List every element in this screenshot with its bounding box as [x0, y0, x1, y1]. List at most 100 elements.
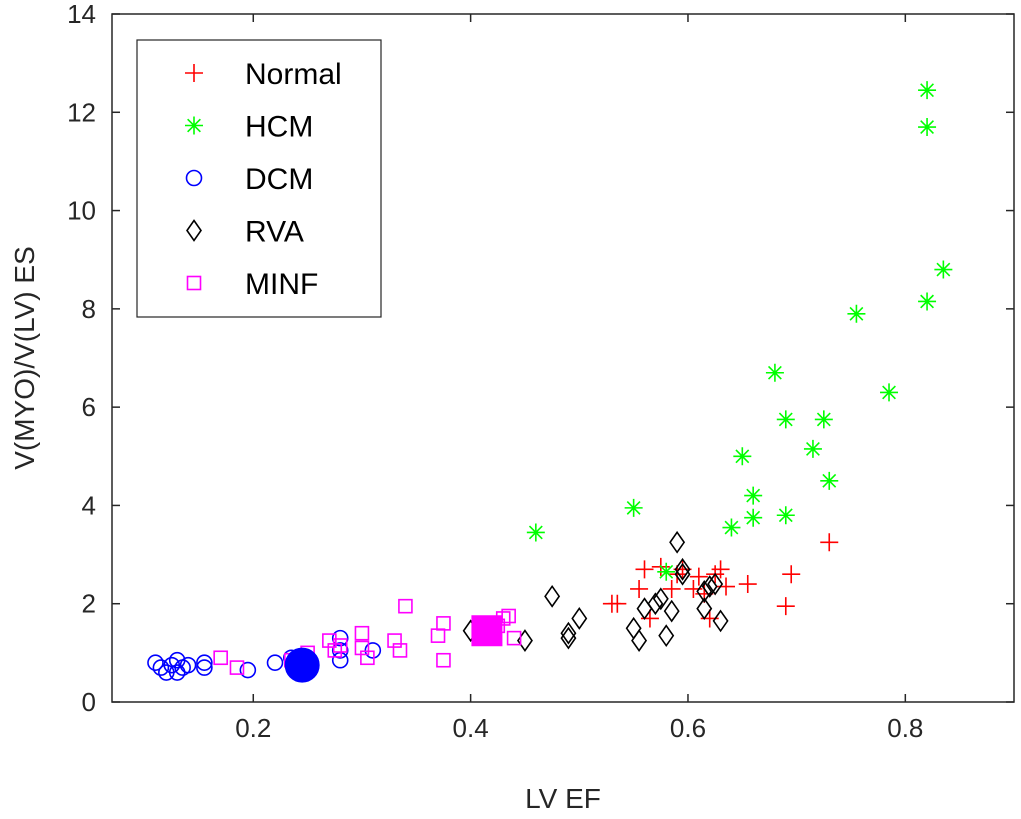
- rva-point: [674, 557, 691, 581]
- rva-point: [631, 629, 648, 652]
- normal-point: [662, 579, 681, 598]
- hcm-point: [526, 523, 545, 542]
- rva-point: [701, 575, 718, 598]
- dcm-point: [147, 654, 164, 671]
- minf-point: [327, 643, 343, 658]
- legend-marker-dcm: [185, 169, 203, 187]
- dcm-point: [331, 651, 349, 669]
- axes-box: [111, 13, 1015, 703]
- normal-point: [782, 565, 801, 584]
- rva-point: [696, 580, 713, 603]
- normal-point: [776, 597, 795, 616]
- minf-point: [322, 633, 337, 648]
- dcm-point: [266, 654, 284, 671]
- minf-point: [354, 640, 370, 656]
- minf-point: [360, 650, 375, 666]
- hcm-point: [847, 304, 866, 323]
- hcm-point: [733, 447, 752, 466]
- hcm-point: [776, 410, 795, 429]
- minf-point: [430, 628, 446, 643]
- legend-marker-normal: [185, 64, 203, 82]
- y-tick-label: 8: [82, 294, 96, 324]
- hcm-point: [624, 498, 643, 517]
- series-hcm: [526, 81, 953, 581]
- dcm-point: [179, 656, 197, 674]
- hcm-point: [722, 518, 741, 537]
- hcm-point: [820, 471, 839, 490]
- rva-point: [669, 530, 686, 554]
- y-tick-label: 4: [82, 490, 96, 520]
- minf-point: [506, 630, 522, 646]
- rva-point: [696, 597, 713, 621]
- minf-point: [354, 625, 370, 641]
- normal-point: [738, 575, 757, 594]
- x-tick-label: 0.8: [887, 713, 923, 743]
- legend-label: RVA: [245, 216, 304, 249]
- rva-point: [674, 562, 691, 586]
- legend-item-hcm: HCM: [185, 111, 313, 144]
- hcm-point: [744, 486, 763, 505]
- rva-point: [544, 584, 561, 608]
- legend-label: HCM: [245, 111, 313, 144]
- hcm-point: [814, 410, 833, 429]
- dcm-point: [331, 629, 349, 647]
- series-rva: [462, 530, 729, 652]
- x-tick-label: 0.6: [670, 713, 706, 743]
- legend-label: MINF: [245, 268, 318, 301]
- hcm-point: [765, 363, 784, 382]
- hcm-point: [918, 292, 937, 311]
- normal-point: [635, 560, 654, 579]
- series-dcm: [147, 629, 382, 681]
- legend-marker-minf: [186, 275, 202, 291]
- y-tick-label: 10: [67, 196, 96, 226]
- legend-label: DCM: [245, 163, 313, 196]
- rva-point: [625, 616, 642, 640]
- legend-item-normal: Normal: [185, 58, 342, 91]
- dcm-centroid: [284, 647, 320, 683]
- minf-point: [392, 643, 408, 658]
- y-tick-label: 12: [67, 97, 96, 127]
- legend-box: [136, 39, 382, 318]
- hcm-point: [934, 260, 953, 279]
- minf-point: [398, 598, 413, 614]
- x-axis-label: LV EF: [525, 783, 601, 814]
- rva-point: [571, 607, 588, 630]
- rva-point: [658, 624, 675, 648]
- rva-point: [560, 621, 577, 645]
- legend-item-minf: MINF: [186, 268, 318, 301]
- y-axis-label: V(MYO)/V(LV) ES: [9, 246, 40, 470]
- y-tick-label: 6: [82, 392, 96, 422]
- rva-point: [712, 609, 729, 633]
- y-tick-label: 0: [82, 687, 96, 717]
- hcm-point: [880, 383, 899, 402]
- y-tick-label: 14: [67, 0, 96, 29]
- normal-point: [711, 560, 730, 579]
- minf-centroid: [471, 615, 503, 647]
- plot-marks: [147, 81, 953, 683]
- minf-point: [436, 652, 451, 668]
- hcm-point: [744, 508, 763, 527]
- normal-point: [820, 533, 839, 552]
- legend-item-rva: RVA: [186, 216, 304, 249]
- normal-point: [608, 594, 627, 613]
- rva-point: [560, 626, 577, 650]
- dcm-point: [152, 659, 170, 676]
- y-tick-label: 2: [82, 589, 96, 619]
- rva-point: [707, 572, 724, 596]
- legend: Normal HCM DCM RVA MINF: [136, 39, 382, 318]
- normal-point: [630, 579, 649, 598]
- minf-point: [332, 638, 348, 653]
- minf-point: [436, 616, 451, 631]
- rva-point: [647, 592, 664, 616]
- dcm-point: [331, 642, 349, 659]
- hcm-point: [918, 118, 937, 137]
- dcm-point: [196, 659, 213, 676]
- legend-item-dcm: DCM: [185, 163, 313, 196]
- hcm-point: [803, 439, 822, 458]
- series-normal: [602, 533, 839, 628]
- minf-point: [387, 633, 402, 648]
- minf-point: [213, 650, 228, 666]
- hcm-point: [918, 81, 937, 100]
- rva-point: [652, 587, 669, 611]
